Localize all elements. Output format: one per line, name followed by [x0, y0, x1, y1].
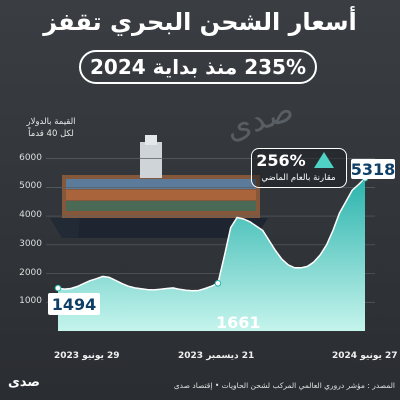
- chart-subtitle: 235% منذ بداية 2024: [79, 50, 317, 84]
- y-axis-label: القيمة بالدولار لكل 40 قدماً: [26, 117, 76, 139]
- y-tick-label: 5000: [19, 181, 42, 192]
- y-tick-label: 4000: [19, 210, 42, 221]
- y-tick-label: 2000: [19, 267, 42, 278]
- data-label-end: 5318: [350, 159, 396, 179]
- svg-text:صدى: صدى: [8, 375, 40, 390]
- x-tick-label: 27 يونيو 2024: [332, 351, 398, 361]
- chart-subtitle-text: 235% منذ بداية 2024: [90, 55, 307, 79]
- yearly-change-value: 256%: [256, 151, 306, 170]
- series-area: [58, 178, 365, 331]
- x-tick-label: 29 يونيو 2023: [54, 351, 120, 361]
- series-line: [57, 177, 366, 292]
- up-arrow-icon: [314, 152, 334, 168]
- source-note: المصدر : مؤشر دروري العالمي المركب لشحن …: [173, 381, 395, 390]
- y-tick-label: 3000: [19, 238, 42, 249]
- container-ship-illustration: [50, 135, 268, 238]
- yearly-change-box: 256% مقارنة بالعام الماضي: [251, 148, 347, 188]
- yearly-change-note: مقارنة بالعام الماضي: [261, 173, 336, 183]
- chart-title: أسعار الشحن البحري تقفز: [43, 8, 357, 36]
- data-label-start: 1494: [48, 293, 100, 315]
- data-point-start: [54, 284, 62, 292]
- x-tick-label: 21 ديسمبر 2023: [178, 351, 255, 361]
- data-label-mid: 1661: [216, 313, 261, 332]
- bottom-logo: صدى: [8, 375, 40, 390]
- y-tick-label: 1000: [19, 296, 42, 307]
- y-tick-label: 6000: [19, 152, 42, 163]
- data-point-mid: [214, 279, 222, 287]
